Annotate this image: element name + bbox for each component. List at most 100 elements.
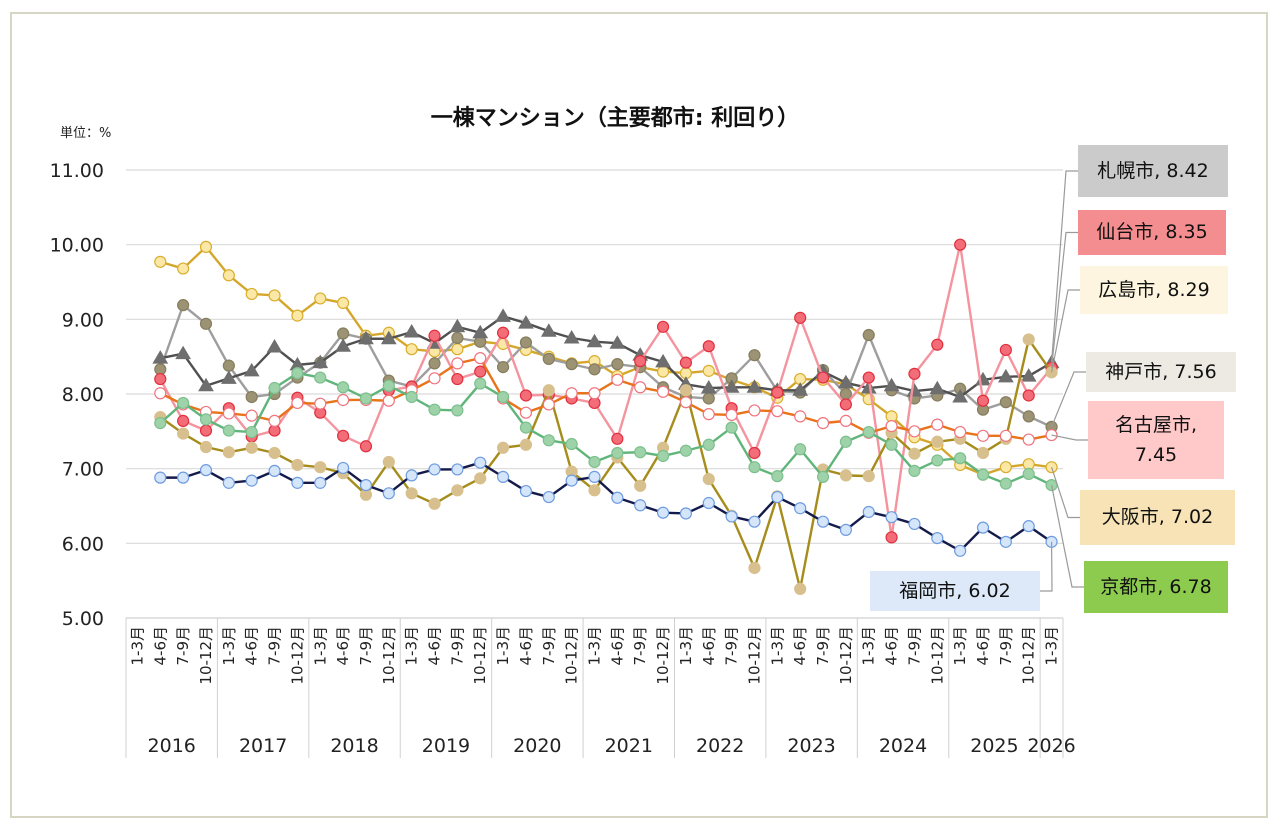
data-point <box>908 517 921 531</box>
data-point <box>199 413 213 426</box>
data-point <box>451 404 464 417</box>
data-point <box>1022 389 1035 402</box>
data-point <box>611 491 624 504</box>
data-point <box>496 390 510 404</box>
x-tick-label: 10-12月 <box>471 626 489 685</box>
x-tick-label: 1-3月 <box>586 626 604 666</box>
data-point <box>314 476 327 489</box>
data-point <box>405 487 418 500</box>
data-point <box>794 443 807 456</box>
data-point <box>337 296 350 310</box>
data-point <box>177 427 190 440</box>
data-point <box>611 358 624 371</box>
x-tick-label: 7-9月 <box>723 626 741 666</box>
series-group <box>152 238 1060 595</box>
x-tick-label: 4-6月 <box>517 626 535 666</box>
data-point <box>245 287 258 301</box>
x-tick-label: 10-12月 <box>928 626 946 685</box>
data-point <box>291 366 304 380</box>
leader-line <box>1050 289 1080 373</box>
end-label-札幌市: 札幌市, 8.42 <box>1078 145 1228 197</box>
end-label-仙台市: 仙台市, 8.35 <box>1078 210 1226 255</box>
x-year-label: 2020 <box>513 735 561 757</box>
data-point <box>976 468 990 481</box>
x-tick-label: 4-6月 <box>883 626 901 666</box>
data-point <box>700 380 717 394</box>
x-tick-label: 4-6月 <box>426 626 444 666</box>
data-point <box>816 371 830 384</box>
x-year-label: 2019 <box>422 735 470 757</box>
data-point <box>152 350 169 364</box>
x-tick-label: 4-6月 <box>791 626 809 666</box>
data-point <box>405 343 418 356</box>
end-label-京都市: 京都市, 6.78 <box>1084 561 1228 613</box>
y-axis: 11.00 10.00 9.00 8.00 7.00 6.00 5.00 <box>50 160 104 630</box>
x-year-label: 2021 <box>605 735 653 757</box>
data-point <box>451 463 464 476</box>
data-point <box>611 446 624 460</box>
x-tick-label: 7-9月 <box>814 626 832 666</box>
data-point <box>358 330 374 345</box>
chart-frame <box>10 12 1268 818</box>
data-point <box>474 472 487 485</box>
data-point <box>885 531 898 544</box>
x-year-label: 2018 <box>330 735 378 757</box>
data-point <box>748 349 761 362</box>
data-point <box>999 461 1012 474</box>
data-point <box>177 471 190 484</box>
series-大阪市 <box>154 240 1058 481</box>
data-point <box>542 434 555 447</box>
data-point <box>542 352 555 366</box>
data-point <box>314 461 327 474</box>
end-label-広島市: 広島市, 8.29 <box>1080 266 1228 314</box>
series-line <box>159 371 1053 487</box>
x-tick-label: 10-12月 <box>837 626 855 685</box>
data-point <box>702 473 715 486</box>
data-point <box>154 372 167 386</box>
label-leader-lines <box>1040 170 1088 592</box>
data-point <box>931 454 944 467</box>
x-tick-label: 1-3月 <box>1043 626 1061 666</box>
data-point <box>634 479 647 492</box>
data-point <box>771 386 784 399</box>
data-point <box>771 470 784 483</box>
data-point <box>405 390 418 404</box>
series-line <box>159 338 1053 591</box>
data-point <box>588 387 601 400</box>
x-tick-label: 10-12月 <box>197 626 215 685</box>
data-point <box>474 365 487 378</box>
data-point <box>495 308 511 322</box>
x-year-label: 2022 <box>696 735 744 757</box>
data-point <box>268 289 281 302</box>
data-point <box>243 362 260 377</box>
x-tick-label: 1-3月 <box>403 626 421 666</box>
x-tick-label: 10-12月 <box>288 626 306 685</box>
data-point <box>862 328 875 342</box>
data-point <box>952 388 969 403</box>
x-tick-label: 7-9月 <box>174 626 192 666</box>
data-point <box>380 330 397 345</box>
data-point <box>519 406 533 419</box>
data-point <box>451 331 464 345</box>
data-point <box>999 396 1012 409</box>
data-point <box>199 464 213 477</box>
data-point <box>428 403 441 416</box>
data-point <box>702 496 715 510</box>
x-tick-label: 7-9月 <box>905 626 923 666</box>
data-point <box>359 392 373 405</box>
data-point <box>976 521 990 534</box>
data-point <box>496 361 510 374</box>
x-year-label: 2025 <box>970 735 1018 757</box>
data-point <box>609 335 626 349</box>
data-point <box>931 418 944 431</box>
series-line <box>159 245 1052 476</box>
data-point <box>382 487 395 500</box>
data-point <box>725 510 738 523</box>
data-point <box>748 515 761 528</box>
x-year-label: 2023 <box>787 735 835 757</box>
data-point <box>154 387 167 400</box>
data-point <box>702 408 715 421</box>
data-point <box>266 338 283 353</box>
end-label-名古屋市: 名古屋市, 7.45 <box>1088 401 1224 479</box>
